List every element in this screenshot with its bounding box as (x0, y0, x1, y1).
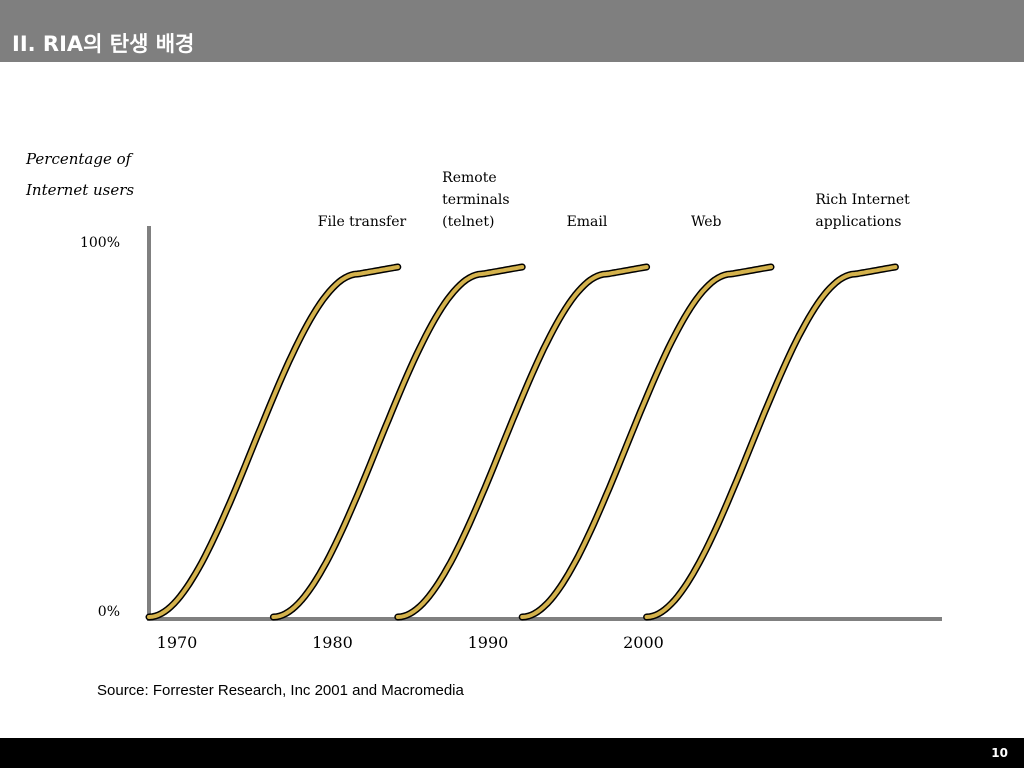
series-label: Web (691, 214, 722, 230)
series-curve (520, 265, 773, 619)
x-tick-label: 1990 (468, 633, 509, 652)
series-label: File transfer (318, 214, 407, 230)
source-note: Source: Forrester Research, Inc 2001 and… (97, 682, 464, 699)
series-curve (644, 265, 898, 619)
x-tick-label: 1980 (312, 633, 353, 652)
y-axis-label-line-1: Percentage of (26, 150, 132, 168)
series-label: (telnet) (442, 214, 494, 230)
series-curve (147, 265, 400, 619)
y-tick-label: 0% (98, 604, 120, 620)
series-label: Email (567, 214, 608, 230)
series-curve-outline (145, 263, 402, 621)
series-curve (271, 265, 525, 619)
series-label: Rich Internet (815, 192, 910, 208)
series-label: applications (815, 214, 901, 230)
adoption-curves-chart: 100% 0% 1970 1980 1990 2000 File transfer Remot… (80, 170, 942, 652)
series-label: terminals (442, 192, 509, 208)
title-bar: II. RIA의 탄생 배경 (0, 0, 1024, 62)
series-label: Remote (442, 170, 496, 186)
x-tick-label: 2000 (623, 633, 664, 652)
y-axis-label: Percentage of Internet users (26, 144, 166, 206)
y-tick-label: 100% (80, 235, 120, 251)
footer-bar: 10 (0, 738, 1024, 768)
y-axis-label-line-2: Internet users (26, 181, 135, 199)
series-curve (395, 265, 649, 619)
page-number: 10 (991, 746, 1008, 760)
slide-title: II. RIA의 탄생 배경 (12, 32, 195, 56)
x-tick-label: 1970 (157, 633, 198, 652)
